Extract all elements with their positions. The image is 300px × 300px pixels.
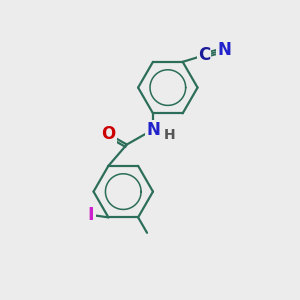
Text: H: H: [164, 128, 175, 142]
Text: O: O: [101, 125, 116, 143]
Text: N: N: [218, 41, 231, 59]
Text: C: C: [198, 46, 210, 64]
Text: I: I: [88, 206, 94, 224]
Text: N: N: [146, 121, 160, 139]
